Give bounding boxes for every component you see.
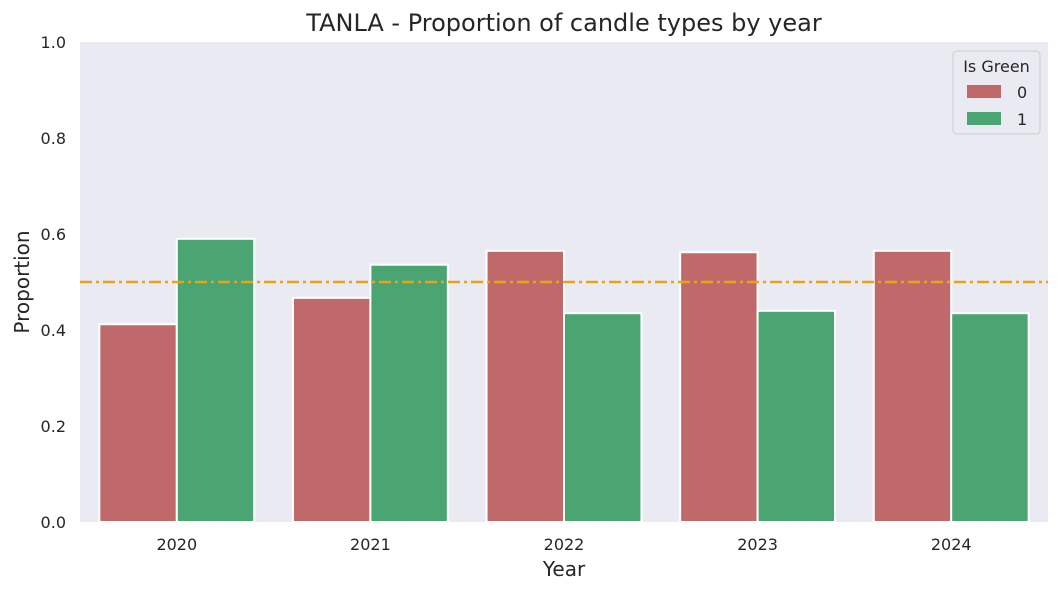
legend-label-1: 1 [1017, 110, 1027, 129]
legend-swatch-0 [967, 85, 1001, 98]
bar-2024-series-0 [872, 249, 953, 524]
y-tick-label: 0.2 [41, 417, 66, 436]
bar-2023-series-0 [679, 251, 759, 524]
bar-2024-series-1 [950, 312, 1030, 524]
bars-layer [98, 237, 1030, 524]
legend-title: Is Green [963, 57, 1030, 76]
legend-items: 01 [967, 83, 1027, 129]
x-axis-title: Year [542, 557, 586, 581]
y-tick-label: 1.0 [41, 33, 66, 52]
bar-2020-series-1 [175, 237, 256, 524]
y-tick-label: 0.6 [41, 225, 66, 244]
y-tick-label: 0.0 [41, 513, 66, 532]
y-axis-ticks: 0.0 0.2 0.4 0.6 0.8 1.0 [41, 33, 66, 532]
bar-2022-series-0 [485, 249, 565, 524]
x-axis-ticks: 2020 2021 2022 2023 2024 [156, 535, 971, 554]
x-tick-label: 2021 [350, 535, 391, 554]
legend: Is Green 01 [952, 50, 1041, 135]
y-tick-label: 0.8 [41, 129, 66, 148]
bar-2020-series-0 [98, 323, 178, 523]
bar-2023-series-1 [756, 309, 837, 523]
x-tick-label: 2023 [737, 535, 778, 554]
bar-2022-series-1 [563, 312, 643, 524]
x-tick-label: 2024 [931, 535, 972, 554]
y-tick-label: 0.4 [41, 321, 66, 340]
x-tick-label: 2020 [156, 535, 197, 554]
legend-swatch-1 [967, 112, 1001, 125]
y-axis-title: Proportion [10, 230, 34, 333]
bar-2021-series-1 [369, 263, 449, 523]
x-tick-label: 2022 [544, 535, 585, 554]
chart-title: TANLA - Proportion of candle types by ye… [305, 9, 822, 37]
legend-label-0: 0 [1017, 83, 1027, 102]
bar-2021-series-0 [291, 296, 372, 523]
